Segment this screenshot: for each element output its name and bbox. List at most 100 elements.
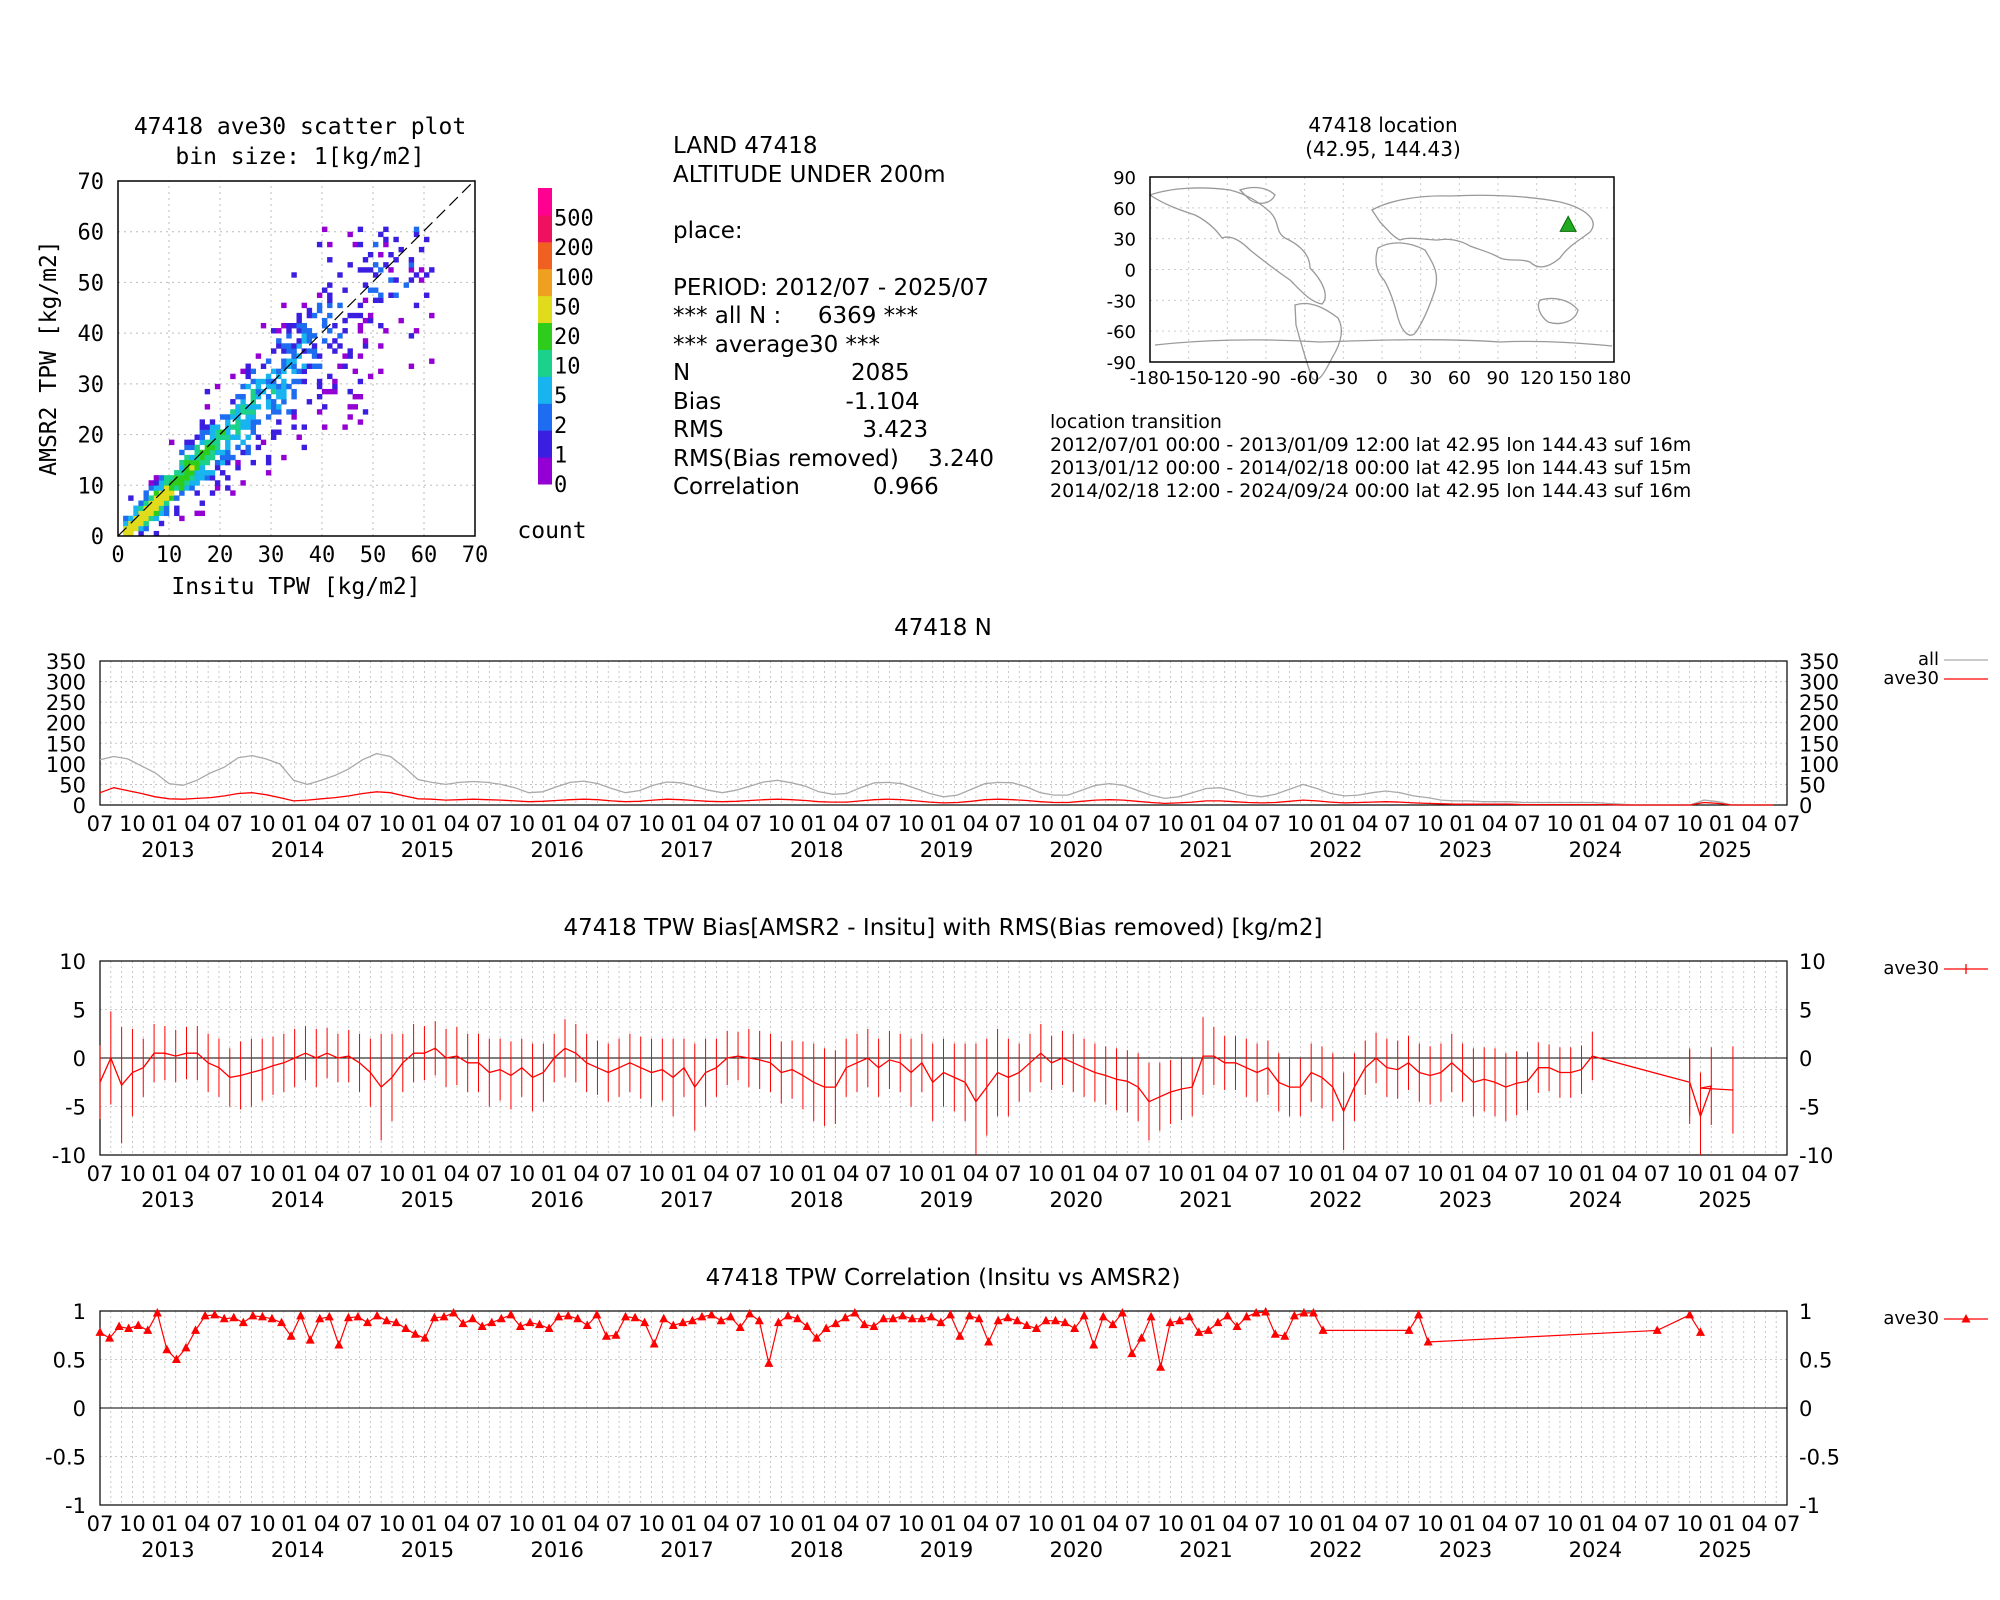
month-label: 07 bbox=[476, 1512, 503, 1536]
ytick-label-left: -10 bbox=[52, 1144, 86, 1168]
scatter-bin bbox=[128, 515, 134, 522]
scatter-bin bbox=[347, 404, 353, 410]
month-label: 07 bbox=[346, 1512, 373, 1536]
year-label: 2024 bbox=[1569, 838, 1622, 862]
data-point-marker bbox=[496, 1313, 506, 1323]
map-lat-label: -60 bbox=[1107, 322, 1136, 343]
data-point-marker bbox=[668, 1320, 678, 1330]
data-point-marker bbox=[783, 1310, 793, 1320]
panel-title: 47418 TPW Bias[AMSR2 - Insitu] with RMS(… bbox=[564, 915, 1323, 941]
scatter-bin bbox=[225, 429, 231, 435]
year-label: 2013 bbox=[141, 838, 194, 862]
ytick-label-left: -1 bbox=[65, 1494, 86, 1518]
month-label: 07 bbox=[1125, 812, 1152, 836]
scatter-bin bbox=[316, 383, 323, 390]
ytick-label-left: 50 bbox=[59, 773, 86, 797]
data-point-marker bbox=[821, 1323, 831, 1332]
scatter-bin bbox=[174, 495, 180, 501]
scatter-bin bbox=[383, 241, 389, 248]
map-lon-label: 120 bbox=[1519, 368, 1553, 389]
month-label: 10 bbox=[1027, 1512, 1054, 1536]
scatter-bin bbox=[373, 287, 379, 293]
scatter-bin bbox=[199, 419, 205, 425]
scatter-bin bbox=[337, 343, 343, 349]
scatter-bin bbox=[153, 490, 160, 496]
year-label: 2015 bbox=[401, 1538, 454, 1562]
month-label: 07 bbox=[735, 1162, 762, 1186]
scatter-bin bbox=[204, 388, 211, 395]
scatter-bin bbox=[179, 485, 185, 491]
scatter-bin bbox=[250, 409, 256, 415]
data-point-marker bbox=[1242, 1311, 1252, 1321]
data-point-marker bbox=[611, 1330, 621, 1339]
data-point-marker bbox=[592, 1309, 602, 1319]
info-line-period: PERIOD: 2012/07 - 2025/07 bbox=[673, 274, 990, 301]
scatter-bin bbox=[250, 424, 256, 430]
month-label: 04 bbox=[1482, 1512, 1509, 1536]
scatter-bin bbox=[281, 348, 287, 354]
statistics-text-block: LAND 47418 ALTITUDE UNDER 200m place: PERIO… bbox=[673, 132, 994, 502]
month-label: 07 bbox=[606, 812, 633, 836]
scatter-bin bbox=[214, 383, 221, 390]
info-line-n: N 2085 bbox=[673, 360, 910, 386]
scatter-bin bbox=[143, 490, 149, 496]
data-point-marker bbox=[764, 1358, 774, 1367]
scatter-bin bbox=[276, 394, 282, 400]
month-label: 07 bbox=[865, 1512, 892, 1536]
scatter-bin bbox=[352, 241, 358, 248]
year-label: 2013 bbox=[141, 1538, 194, 1562]
data-point-marker bbox=[420, 1333, 430, 1342]
month-label: 01 bbox=[1319, 1512, 1346, 1536]
scatter-bin bbox=[174, 470, 180, 476]
scatter-bin bbox=[204, 470, 211, 476]
month-label: 01 bbox=[152, 1162, 179, 1186]
scatter-bin bbox=[235, 465, 241, 471]
month-label: 01 bbox=[152, 812, 179, 836]
data-point-marker bbox=[1232, 1321, 1242, 1331]
scatter-bin bbox=[158, 495, 165, 501]
month-label: 07 bbox=[87, 1512, 114, 1536]
year-label: 2021 bbox=[1179, 1538, 1232, 1562]
scatter-bin bbox=[271, 404, 277, 410]
map-lon-label: -60 bbox=[1290, 368, 1319, 389]
scatter-bin bbox=[235, 444, 241, 451]
scatter-bin bbox=[301, 444, 307, 451]
scatter-bin bbox=[158, 505, 165, 511]
data-point-marker bbox=[1098, 1311, 1108, 1321]
month-label: 07 bbox=[735, 1512, 762, 1536]
ytick-label-left: 10 bbox=[59, 950, 86, 974]
location-map: 47418 location (42.95, 144.43) 90 60 30 0 -3… bbox=[1107, 113, 1632, 389]
scatter-bin bbox=[123, 520, 129, 527]
data-point-marker bbox=[200, 1310, 210, 1320]
scatter-bin bbox=[158, 520, 165, 527]
month-label: 04 bbox=[1222, 812, 1249, 836]
month-label: 04 bbox=[1741, 1162, 1768, 1186]
scatter-bin bbox=[250, 394, 256, 400]
data-point-marker bbox=[1117, 1307, 1127, 1317]
month-label: 07 bbox=[735, 812, 762, 836]
data-point-marker bbox=[105, 1333, 115, 1342]
location-transition-block: location transition 2012/07/01 00:00 - 20… bbox=[1050, 411, 1691, 503]
data-point-marker bbox=[1003, 1312, 1013, 1322]
scatter-bin bbox=[225, 459, 231, 466]
scatter-bin bbox=[265, 399, 272, 405]
month-label: 01 bbox=[1709, 1162, 1736, 1186]
scatter-bin bbox=[357, 378, 364, 385]
scatter-bin bbox=[306, 307, 313, 314]
scatter-bin bbox=[276, 328, 282, 334]
data-point-marker bbox=[191, 1325, 201, 1334]
scatter-bin bbox=[403, 282, 409, 288]
scatter-bin bbox=[311, 312, 318, 319]
colorbar-label: 1 bbox=[554, 443, 567, 468]
legend-swatch-marker bbox=[1961, 1314, 1971, 1323]
scatter-bin bbox=[214, 429, 221, 435]
scatter-bin bbox=[281, 454, 287, 461]
data-point-marker bbox=[1194, 1327, 1204, 1336]
scatter-bin bbox=[138, 515, 144, 522]
ytick-label-right: 350 bbox=[1799, 650, 1839, 674]
data-point-marker bbox=[468, 1313, 478, 1323]
ytick-label-right: 10 bbox=[1799, 950, 1826, 974]
scatter-bin bbox=[123, 515, 129, 522]
month-label: 01 bbox=[1579, 1162, 1606, 1186]
